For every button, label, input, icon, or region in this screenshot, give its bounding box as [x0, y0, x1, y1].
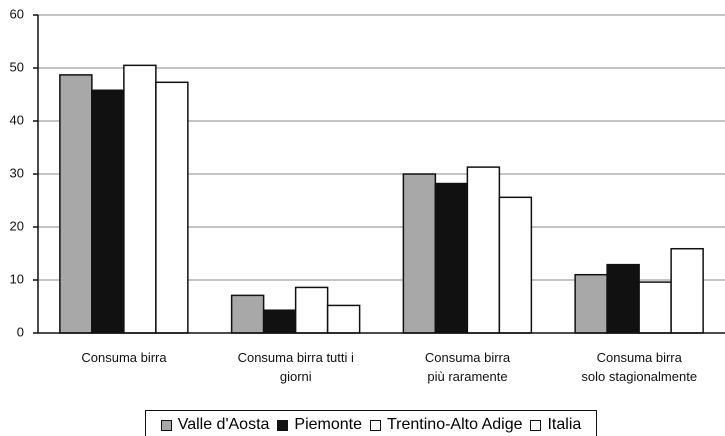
bar [466, 166, 501, 334]
y-tick-label: 0 [17, 324, 24, 339]
bar [498, 196, 533, 334]
legend-swatch [277, 419, 289, 431]
y-tick-label: 20 [10, 218, 24, 233]
bar [606, 263, 640, 334]
legend-label: Valle d'Aosta [177, 416, 270, 433]
y-tick-label: 10 [10, 271, 24, 286]
legend-item: Trentino-Alto Adige [370, 416, 522, 434]
y-tick-label: 60 [10, 6, 24, 21]
x-tick-label: Consuma birra solo stagionalmente [581, 350, 698, 384]
legend-swatch [370, 419, 381, 431]
y-tick-label: 50 [10, 59, 24, 74]
legend-swatch [160, 419, 172, 431]
x-tick-label: Consuma birra tutti i giorni [237, 350, 354, 384]
x-tick-label: Consuma birra [81, 350, 167, 365]
bar [326, 304, 361, 334]
bar [59, 74, 93, 334]
legend-label: Trentino-Alto Adige [387, 416, 523, 433]
bar [638, 281, 672, 334]
bar [434, 182, 469, 334]
y-tick-label: 30 [10, 165, 24, 180]
bar [123, 64, 157, 334]
bar [294, 286, 329, 334]
legend-item: Piemonte [277, 416, 362, 434]
bar [670, 247, 704, 334]
legend-item: Valle d'Aosta [160, 416, 270, 434]
bar [230, 294, 265, 334]
legend-label: Piemonte [294, 416, 362, 433]
legend: Valle d'Aosta Piemonte Trentino-Alto Adige… [145, 410, 597, 436]
x-tick-label: Consuma birra più raramente [424, 350, 511, 384]
bar [91, 89, 125, 334]
bar [574, 273, 608, 334]
bar [402, 173, 437, 334]
bar [262, 309, 297, 334]
legend-label: Italia [547, 416, 582, 433]
y-tick-label: 40 [10, 112, 24, 127]
legend-swatch [530, 419, 542, 431]
legend-item: Italia [530, 416, 581, 434]
bar [155, 81, 189, 334]
